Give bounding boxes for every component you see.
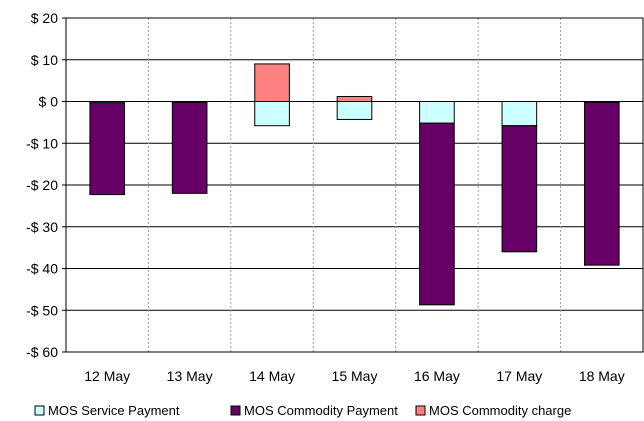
bars-layer <box>89 63 620 306</box>
x-tick-label: 18 May <box>579 368 625 384</box>
bar-mos-commodity-payment <box>171 101 208 194</box>
y-axis-tick-labels: $ 20 $ 10 $ 0 -$ 10 -$ 20 -$ 30 -$ 40 -$ 50 -$ 6… <box>26 10 66 360</box>
bar-mos-commodity-payment <box>419 122 455 306</box>
y-tick-label: -$ 30 <box>26 219 58 235</box>
y-tick-label: $ 10 <box>31 52 58 68</box>
bar-mos-service-payment <box>501 101 538 127</box>
legend-label: MOS Commodity charge <box>429 403 571 418</box>
y-tick-label: -$ 50 <box>26 302 58 318</box>
y-tick-label: $ 0 <box>39 94 59 110</box>
legend-swatch <box>415 405 426 416</box>
y-tick-label: $ 20 <box>31 10 58 26</box>
bar-mos-commodity-payment <box>501 125 538 253</box>
x-tick-label: 14 May <box>249 368 295 384</box>
legend: MOS Service Payment MOS Commodity Payment… <box>34 403 571 418</box>
bar-mos-service-payment <box>254 101 290 127</box>
legend-label: MOS Commodity Payment <box>244 403 398 418</box>
x-tick-label: 15 May <box>332 368 378 384</box>
x-axis-tick-labels: 12 May 13 May 14 May 15 May 16 May 17 May 18 M… <box>84 368 624 384</box>
bar-mos-commodity-charge <box>254 63 290 102</box>
legend-swatch <box>34 405 45 416</box>
bar-mos-service-payment <box>419 101 455 124</box>
legend-swatch <box>230 405 241 416</box>
x-tick-label: 16 May <box>414 368 460 384</box>
y-tick-label: -$ 10 <box>26 135 58 151</box>
x-tick-label: 12 May <box>84 368 130 384</box>
legend-label: MOS Service Payment <box>48 403 180 418</box>
bar-mos-commodity-payment <box>583 101 620 266</box>
bar-mos-service-payment <box>336 101 373 120</box>
y-tick-label: -$ 20 <box>26 177 58 193</box>
x-tick-label: 17 May <box>496 368 542 384</box>
y-tick-label: -$ 60 <box>26 344 58 360</box>
bar-mos-commodity-charge <box>336 95 373 102</box>
y-tick-label: -$ 40 <box>26 261 58 277</box>
x-tick-label: 13 May <box>167 368 213 384</box>
bar-mos-commodity-payment <box>89 102 126 196</box>
